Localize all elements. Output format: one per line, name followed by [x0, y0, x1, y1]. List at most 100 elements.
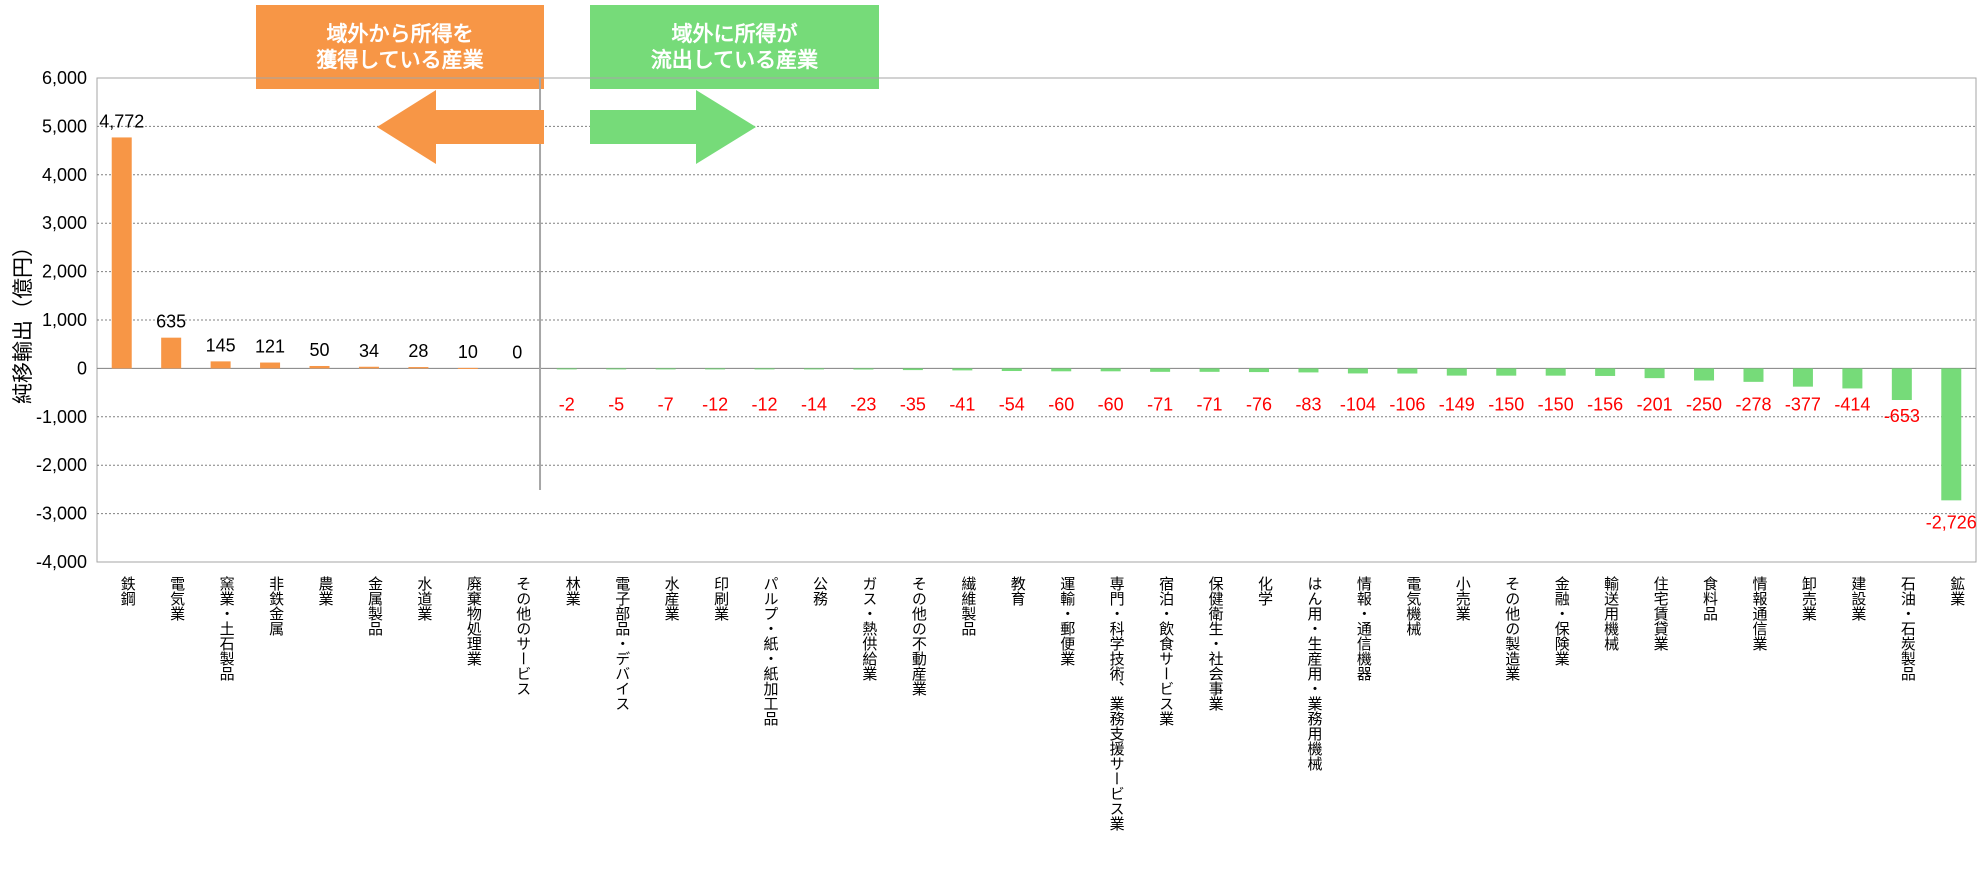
y-axis-title: 純移輸出（億円）	[11, 236, 35, 404]
y-tick-label: -4,000	[36, 552, 87, 572]
x-tick-label: 食料品	[1701, 576, 1719, 621]
data-label: -35	[900, 394, 926, 414]
bar	[1595, 368, 1616, 376]
bar	[1941, 368, 1962, 501]
y-tick-label: -2,000	[36, 455, 87, 475]
y-tick-label: 2,000	[42, 262, 87, 282]
data-label: 34	[359, 341, 379, 361]
data-label: -2	[559, 394, 575, 414]
banner-right-line1: 域外に所得が	[671, 22, 798, 46]
data-label: -104	[1340, 394, 1376, 414]
x-tick-label: 水道業	[415, 576, 433, 621]
bar	[111, 137, 132, 369]
banner-left-line1: 域外から所得を	[326, 22, 474, 46]
data-label: -414	[1834, 394, 1870, 414]
data-label: -2,726	[1926, 512, 1977, 532]
x-tick-label: 化学	[1256, 576, 1274, 606]
x-tick-label: 繊維製品	[959, 576, 977, 636]
x-tick-label: 鉱業	[1948, 575, 1966, 606]
x-tick-label: パルプ・紙・紙加工品	[762, 576, 780, 726]
bar	[1100, 368, 1121, 372]
x-tick-label: 建設業	[1849, 576, 1867, 621]
data-label: -156	[1587, 394, 1623, 414]
x-tick-label: 電気機械	[1404, 576, 1422, 636]
bar	[358, 366, 379, 369]
data-label: -7	[658, 394, 674, 414]
bar	[1298, 368, 1319, 373]
x-tick-label: 運輸・郵便業	[1058, 576, 1076, 666]
x-tick-label: 金融・保険業	[1553, 576, 1571, 666]
x-tick-label: 情報・通信機器	[1355, 576, 1373, 681]
bar	[1199, 368, 1220, 372]
banner-left-line2: 獲得している産業	[316, 48, 484, 72]
bar	[1644, 368, 1665, 379]
data-label: -71	[1197, 394, 1223, 414]
bar	[1001, 368, 1022, 372]
data-label: 0	[512, 342, 522, 362]
bar	[260, 362, 281, 369]
x-tick-label: 電子部品・デバイス	[613, 576, 631, 711]
x-tick-label: 住宅賃貸業	[1652, 576, 1670, 651]
y-tick-label: 3,000	[42, 213, 87, 233]
bar	[1891, 368, 1912, 401]
y-tick-label: -3,000	[36, 504, 87, 524]
bar	[1496, 368, 1517, 376]
x-tick-label: 鉄鋼	[119, 576, 137, 606]
x-tick-label: その他のサービス	[514, 576, 532, 696]
banner-income-outflowing: 域外に所得が 流出している産業	[590, 5, 879, 89]
x-tick-label: ガス・熱供給業	[860, 576, 878, 681]
data-label: -12	[702, 394, 728, 414]
y-tick-label: -1,000	[36, 407, 87, 427]
data-label: -41	[949, 394, 975, 414]
x-tick-label: 窯業・土石製品	[218, 575, 236, 681]
bar	[1051, 368, 1072, 372]
data-label: -5	[608, 394, 624, 414]
data-label: 28	[408, 341, 428, 361]
bar	[408, 367, 429, 369]
x-tick-label: 保健衛生・社会事業	[1207, 576, 1225, 711]
x-tick-label: 電気業	[168, 576, 186, 621]
x-tick-label: 廃棄物処理業	[465, 575, 483, 666]
y-tick-label: 6,000	[42, 68, 87, 88]
x-tick-label: 金属製品	[366, 576, 384, 636]
bar	[1694, 368, 1715, 381]
data-label: -23	[850, 394, 876, 414]
data-label: -54	[999, 394, 1025, 414]
x-tick-label: 林業	[564, 576, 582, 606]
bar	[1347, 368, 1368, 374]
data-label: 4,772	[99, 111, 144, 131]
data-label: -71	[1147, 394, 1173, 414]
bar	[655, 368, 676, 370]
y-tick-label: 0	[77, 358, 87, 378]
y-tick-label: 4,000	[42, 165, 87, 185]
x-tick-label: 専門・科学技術、業務支援サービス業	[1108, 576, 1126, 831]
data-label: -377	[1785, 394, 1821, 414]
bar	[754, 368, 775, 370]
x-tick-label: 農業	[317, 576, 335, 606]
bar	[309, 365, 330, 369]
x-tick-label: 非鉄金属	[267, 576, 285, 636]
bar	[803, 368, 824, 370]
bar	[952, 368, 973, 371]
data-label: 635	[156, 312, 186, 332]
x-tick-label: 小売業	[1454, 576, 1472, 621]
right-arrow-icon	[590, 90, 756, 164]
bar	[1446, 368, 1467, 376]
x-tick-label: 石油・石炭製品	[1899, 576, 1917, 681]
bar	[161, 337, 182, 369]
data-label: -150	[1488, 394, 1524, 414]
data-label: -149	[1439, 394, 1475, 414]
x-tick-label: 公務	[811, 576, 829, 607]
data-label: -83	[1295, 394, 1321, 414]
data-label: 121	[255, 337, 285, 357]
bar	[853, 368, 874, 370]
x-tick-label: その他の不動産業	[910, 576, 928, 696]
x-tick-label: 教育	[1009, 576, 1027, 606]
data-label: -76	[1246, 394, 1272, 414]
bar	[457, 367, 478, 369]
banner-income-gaining: 域外から所得を 獲得している産業	[256, 5, 544, 89]
x-tick-label: 卸売業	[1800, 576, 1818, 621]
data-label: 10	[458, 342, 478, 362]
left-arrow-icon	[377, 90, 544, 164]
data-label: -653	[1884, 406, 1920, 426]
